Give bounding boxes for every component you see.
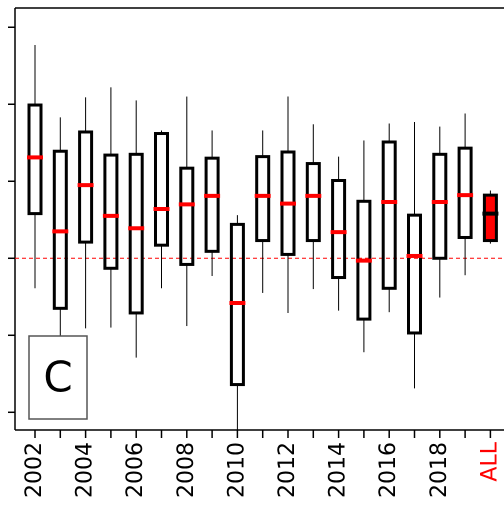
box [204,156,220,253]
x-tick-label: 2018 [427,442,452,498]
box [381,140,397,290]
x-tick-label: 2010 [224,442,249,498]
x-tick-label: 2004 [73,442,98,498]
box [457,146,473,239]
x-tick-label: 2006 [123,442,148,498]
box [103,153,119,270]
box [305,162,321,243]
box [154,132,169,247]
x-tick-label: 2002 [22,442,47,498]
x-tick-label: ALL [477,441,502,481]
box [128,152,144,315]
box [407,213,422,335]
x-tick-label: 2012 [275,442,300,498]
box [331,178,347,280]
x-tick-label: 2016 [376,442,401,498]
annotation-box [28,335,88,420]
box [482,193,498,243]
box [432,152,448,260]
box [255,155,271,243]
x-tick-label: 2008 [174,442,199,498]
box [179,166,195,266]
annotation: C [43,353,72,402]
x-tick-label: 2014 [326,442,351,498]
